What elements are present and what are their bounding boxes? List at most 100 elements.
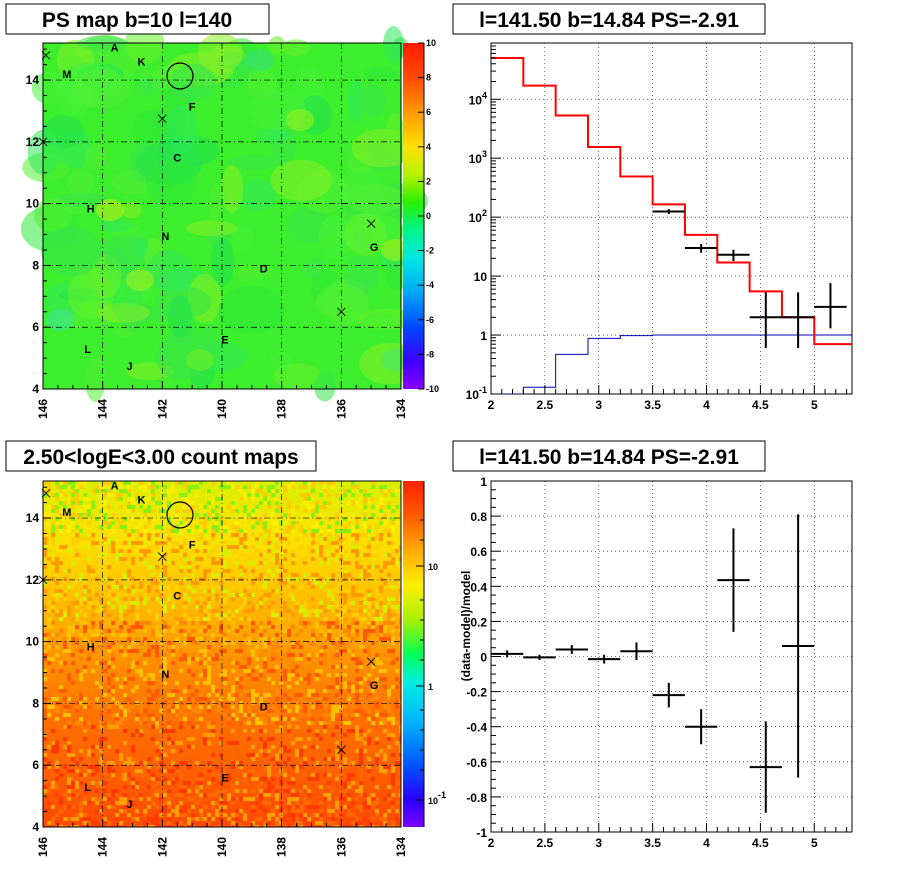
- count-map-pixel: [155, 525, 159, 529]
- count-map-pixel: [383, 637, 387, 641]
- count-map-pixel: [183, 717, 187, 721]
- count-map-pixel: [347, 589, 351, 593]
- count-map-pixel: [323, 725, 327, 729]
- count-map-pixel: [151, 545, 155, 549]
- count-map-pixel: [227, 545, 231, 549]
- count-map-pixel: [323, 545, 327, 549]
- ps-map-patch: [84, 356, 106, 402]
- count-map-pixel: [191, 621, 195, 625]
- count-map-pixel: [259, 777, 263, 781]
- count-map-pixel: [343, 561, 347, 565]
- count-map-pixel: [211, 701, 215, 705]
- count-map-pixel: [79, 501, 83, 505]
- count-map-pixel: [43, 745, 47, 749]
- count-map-pixel: [351, 689, 355, 693]
- count-map-pixel: [383, 705, 387, 709]
- count-map-pixel: [251, 825, 255, 827]
- count-map-pixel: [123, 573, 127, 577]
- count-map-pixel: [331, 821, 335, 825]
- count-map-pixel: [255, 581, 259, 585]
- count-map-pixel: [231, 789, 235, 793]
- count-map-pixel: [287, 633, 291, 637]
- count-map-pixel: [71, 785, 75, 789]
- count-map-pixel: [75, 705, 79, 709]
- count-map-pixel: [187, 525, 191, 529]
- count-map-pixel: [91, 569, 95, 573]
- count-map-pixel: [91, 669, 95, 673]
- count-map-pixel: [263, 741, 267, 745]
- count-map-pixel: [163, 669, 167, 673]
- ps-map-patch: [27, 129, 60, 175]
- count-map-pixel: [123, 793, 127, 797]
- count-map-pixel: [355, 565, 359, 569]
- source-label-F: F: [189, 101, 196, 113]
- source-label-E: E: [221, 335, 228, 347]
- count-map-pixel: [51, 701, 55, 705]
- count-map-pixel: [95, 569, 99, 573]
- count-map-pixel: [367, 537, 371, 541]
- count-map-pixel: [163, 601, 167, 605]
- count-map-pixel: [179, 801, 183, 805]
- count-map-pixel: [123, 481, 127, 485]
- count-map-pixel: [159, 593, 163, 597]
- count-map-pixel: [131, 677, 135, 681]
- count-map-pixel: [291, 745, 295, 749]
- count-map-pixel: [359, 781, 363, 785]
- count-map-pixel: [203, 825, 207, 827]
- count-map-pixel: [123, 705, 127, 709]
- count-map-pixel: [91, 797, 95, 801]
- count-map-pixel: [267, 749, 271, 753]
- count-map-pixel: [387, 561, 391, 565]
- count-map-pixel: [399, 597, 401, 601]
- count-map-pixel: [119, 625, 123, 629]
- count-map-pixel: [291, 793, 295, 797]
- count-map-pixel: [183, 517, 187, 521]
- count-map-pixel: [319, 809, 323, 813]
- count-map-pixel: [107, 745, 111, 749]
- count-map-pixel: [95, 629, 99, 633]
- count-map-pixel: [375, 709, 379, 713]
- count-map-pixel: [319, 537, 323, 541]
- count-map-pixel: [111, 773, 115, 777]
- residual-x-tick-label: 3: [595, 836, 602, 850]
- ps-map-grid: [43, 43, 401, 389]
- count-map-pixel: [231, 801, 235, 805]
- ps-map-patch: [218, 285, 285, 334]
- count-map-pixel: [199, 481, 203, 485]
- count-map-pixel: [291, 809, 295, 813]
- count-map-pixel: [191, 485, 195, 489]
- count-map-pixel: [283, 785, 287, 789]
- count-map-pixel: [263, 765, 267, 769]
- count-map-pixel: [319, 557, 323, 561]
- count-map-pixel: [159, 737, 163, 741]
- count-map-pixel: [111, 549, 115, 553]
- source-x-marker: [337, 745, 346, 755]
- count-map-pixel: [291, 741, 295, 745]
- count-map-pixel: [311, 533, 315, 537]
- count-map-pixel: [151, 597, 155, 601]
- count-map-pixel: [99, 749, 103, 753]
- count-map-pixel: [243, 817, 247, 821]
- count-map-pixel: [239, 677, 243, 681]
- count-map-pixel: [211, 557, 215, 561]
- residual-ylabel: (data-model)/model: [459, 571, 473, 682]
- count-map-pixel: [299, 657, 303, 661]
- count-map-pixel: [55, 573, 59, 577]
- count-map-pixel: [155, 725, 159, 729]
- count-map-pixel: [251, 569, 255, 573]
- count-map-pixel: [287, 657, 291, 661]
- count-map-pixel: [295, 701, 299, 705]
- count-map-pixel: [343, 489, 347, 493]
- count-map-pixel: [127, 649, 131, 653]
- count-map-pixel: [263, 693, 267, 697]
- count-map-pixel: [299, 749, 303, 753]
- count-map-pixel: [127, 673, 131, 677]
- count-map-pixel: [335, 541, 339, 545]
- count-map-pixel: [327, 481, 331, 485]
- count-map-pixel: [283, 489, 287, 493]
- count-map-pixel: [123, 685, 127, 689]
- count-map-pixel: [75, 721, 79, 725]
- count-map-pixel: [295, 737, 299, 741]
- count-map-pixel: [223, 713, 227, 717]
- count-map-pixel: [83, 581, 87, 585]
